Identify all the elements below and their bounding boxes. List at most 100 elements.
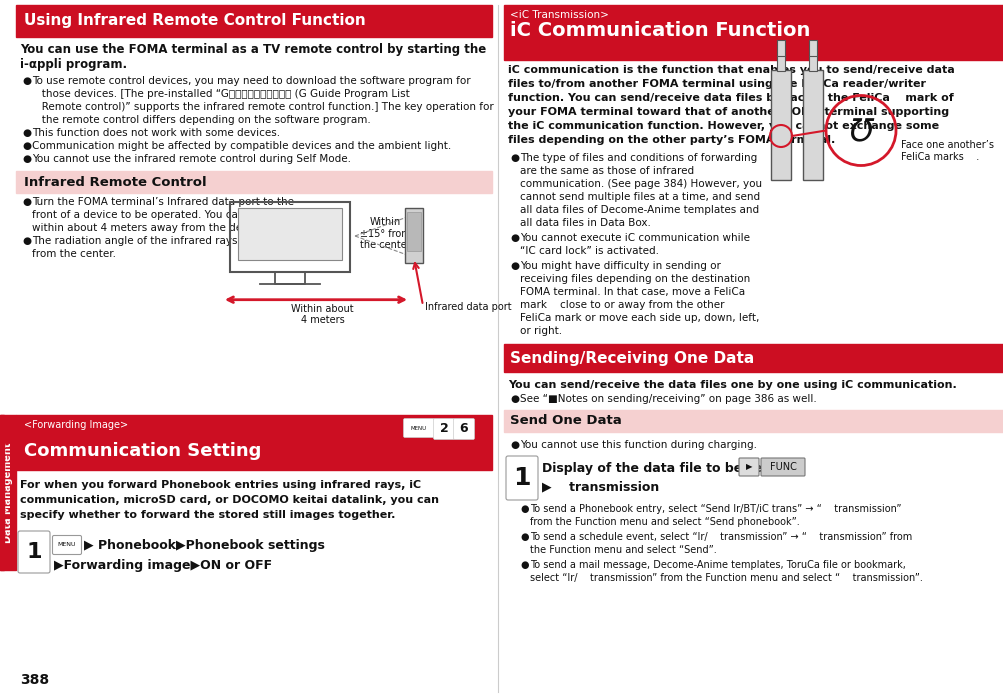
Text: 1: 1 [513, 466, 531, 490]
Text: You cannot execute iC communication while: You cannot execute iC communication whil… [520, 233, 749, 243]
Text: ●: ● [510, 394, 519, 404]
Text: Display of the data file to be sent: Display of the data file to be sent [542, 462, 776, 475]
Bar [16, 171, 491, 193]
Text: You can send/receive the data files one by one using iC communication.: You can send/receive the data files one … [508, 380, 956, 390]
Text: ●: ● [510, 440, 519, 450]
Text: from the Function menu and select “Send phonebook”.: from the Function menu and select “Send … [530, 517, 799, 527]
Text: ●: ● [22, 154, 31, 164]
Text: ▶Forwarding image▶ON or OFF: ▶Forwarding image▶ON or OFF [54, 559, 272, 572]
Text: those devices. [The pre-installed “Gガイド番組表リモコン (G Guide Program List: those devices. [The pre-installed “Gガイド番… [32, 89, 409, 99]
Text: from the center.: from the center. [32, 249, 116, 259]
Text: iC Communication Function: iC Communication Function [510, 21, 809, 40]
Text: 1: 1 [26, 542, 42, 562]
FancyBboxPatch shape [433, 418, 454, 440]
Text: mark    close to or away from the other: mark close to or away from the other [520, 300, 724, 310]
Bar [238, 208, 342, 260]
Text: <Forwarding Image>: <Forwarding Image> [24, 420, 128, 430]
Text: ●: ● [520, 504, 528, 514]
Text: See “■Notes on sending/receiving” on page 386 as well.: See “■Notes on sending/receiving” on pag… [520, 394, 815, 404]
Text: This function does not work with some devices.: This function does not work with some de… [32, 128, 280, 138]
Text: Using Infrared Remote Control Function: Using Infrared Remote Control Function [24, 13, 365, 29]
FancyBboxPatch shape [738, 458, 758, 476]
Bar [808, 55, 816, 71]
Text: To use remote control devices, you may need to download the software program for: To use remote control devices, you may n… [32, 76, 470, 86]
Text: the remote control differs depending on the software program.: the remote control differs depending on … [32, 115, 370, 125]
Text: To send a Phonebook entry, select “Send Ir/BT/iC trans” → “    transmission”: To send a Phonebook entry, select “Send … [530, 504, 901, 514]
Bar [230, 202, 350, 272]
Text: ●: ● [520, 532, 528, 542]
Text: <iC Transmission>: <iC Transmission> [510, 10, 608, 20]
Text: are the same as those of infrared: are the same as those of infrared [520, 166, 693, 176]
Text: ●: ● [510, 153, 519, 163]
Text: MENU: MENU [410, 425, 426, 431]
Bar [16, 5, 491, 37]
FancyBboxPatch shape [453, 418, 474, 440]
Text: Communication might be affected by compatible devices and the ambient light.: Communication might be affected by compa… [32, 141, 450, 151]
Text: The type of files and conditions of forwarding: The type of files and conditions of forw… [520, 153, 756, 163]
Bar [404, 208, 422, 263]
Text: ●: ● [22, 128, 31, 138]
Text: ▶ Phonebook▶Phonebook settings: ▶ Phonebook▶Phonebook settings [84, 539, 325, 551]
Text: Infrared Remote Control: Infrared Remote Control [24, 176, 207, 188]
Text: i-αppli program.: i-αppli program. [20, 58, 127, 71]
Text: You might have difficulty in sending or: You might have difficulty in sending or [520, 261, 720, 271]
Text: ●: ● [510, 261, 519, 271]
Text: Face one another’s: Face one another’s [900, 141, 993, 151]
Text: function. You can send/receive data files by facing the FeliCa    mark of: function. You can send/receive data file… [508, 93, 953, 103]
Text: all data files of Decome-Anime templates and: all data files of Decome-Anime templates… [520, 205, 758, 215]
Text: You cannot use this function during charging.: You cannot use this function during char… [520, 440, 756, 450]
Bar [776, 55, 784, 71]
Text: ●: ● [22, 197, 31, 207]
Text: or right.: or right. [520, 326, 562, 336]
Bar [802, 70, 822, 180]
Text: FUNC: FUNC [768, 462, 795, 472]
Bar [504, 5, 1003, 60]
Text: 388: 388 [20, 673, 49, 687]
Text: ●: ● [510, 233, 519, 243]
Text: You can use the FOMA terminal as a TV remote control by starting the: You can use the FOMA terminal as a TV re… [20, 43, 485, 56]
Text: ●: ● [22, 236, 31, 246]
Text: ℧: ℧ [849, 118, 872, 147]
Text: To send a schedule event, select “Ir/    transmission” → “    transmission” from: To send a schedule event, select “Ir/ tr… [530, 532, 912, 542]
FancyBboxPatch shape [760, 458, 804, 476]
Text: FeliCa mark or move each side up, down, left,: FeliCa mark or move each side up, down, … [520, 313, 758, 323]
Text: For when you forward Phonebook entries using infrared rays, iC: For when you forward Phonebook entries u… [20, 480, 420, 490]
Text: To send a mail message, Decome-Anime templates, ToruCa file or bookmark,: To send a mail message, Decome-Anime tem… [530, 560, 905, 570]
Bar [406, 212, 420, 251]
Bar [0, 415, 4, 570]
Text: select “Ir/    transmission” from the Function menu and select “    transmission: select “Ir/ transmission” from the Funct… [530, 573, 922, 583]
Text: ▶    transmission: ▶ transmission [542, 480, 659, 493]
Text: within about 4 meters away from the device.: within about 4 meters away from the devi… [32, 223, 267, 233]
Text: communication. (See page 384) However, you: communication. (See page 384) However, y… [520, 179, 761, 189]
FancyBboxPatch shape [18, 531, 50, 573]
Text: The radiation angle of the infrared rays is within ±15°: The radiation angle of the infrared rays… [32, 236, 314, 246]
Text: files to/from another FOMA terminal using the FeliCa reader/writer: files to/from another FOMA terminal usin… [508, 79, 925, 89]
Bar [504, 344, 1003, 372]
Bar [0, 415, 16, 570]
Text: all data files in Data Box.: all data files in Data Box. [520, 218, 650, 228]
Text: ●: ● [22, 76, 31, 86]
Text: ●: ● [520, 560, 528, 570]
Text: Turn the FOMA terminal’s Infrared data port to the: Turn the FOMA terminal’s Infrared data p… [32, 197, 294, 207]
Text: “IC card lock” is activated.: “IC card lock” is activated. [520, 246, 658, 256]
Text: 2: 2 [439, 422, 448, 436]
Text: MENU: MENU [58, 542, 76, 548]
Text: FeliCa marks    .: FeliCa marks . [900, 153, 978, 162]
Bar [504, 410, 1003, 432]
Text: Within about
4 meters: Within about 4 meters [291, 304, 353, 325]
Text: files depending on the other party’s FOMA terminal.: files depending on the other party’s FOM… [508, 135, 834, 145]
Text: the Function menu and select “Send”.: the Function menu and select “Send”. [530, 545, 716, 555]
Text: front of a device to be operated. You can operate: front of a device to be operated. You ca… [32, 210, 288, 220]
Text: Remote control)” supports the infrared remote control function.] The key operati: Remote control)” supports the infrared r… [32, 102, 493, 112]
Text: iC communication is the function that enables you to send/receive data: iC communication is the function that en… [508, 65, 954, 75]
Bar [16, 415, 491, 470]
Text: communication, microSD card, or DOCOMO keitai datalink, you can: communication, microSD card, or DOCOMO k… [20, 495, 438, 505]
Text: You cannot use the infrared remote control during Self Mode.: You cannot use the infrared remote contr… [32, 154, 351, 164]
Bar [808, 40, 816, 56]
Text: Infrared data port: Infrared data port [424, 302, 512, 312]
Text: Send One Data: Send One Data [510, 415, 621, 427]
Text: 6: 6 [459, 422, 467, 436]
Text: Within
±15° from
the center: Within ±15° from the center [359, 217, 410, 250]
Text: your FOMA terminal toward that of another FOMA terminal supporting: your FOMA terminal toward that of anothe… [508, 107, 948, 117]
Text: Communication Setting: Communication Setting [24, 442, 261, 460]
